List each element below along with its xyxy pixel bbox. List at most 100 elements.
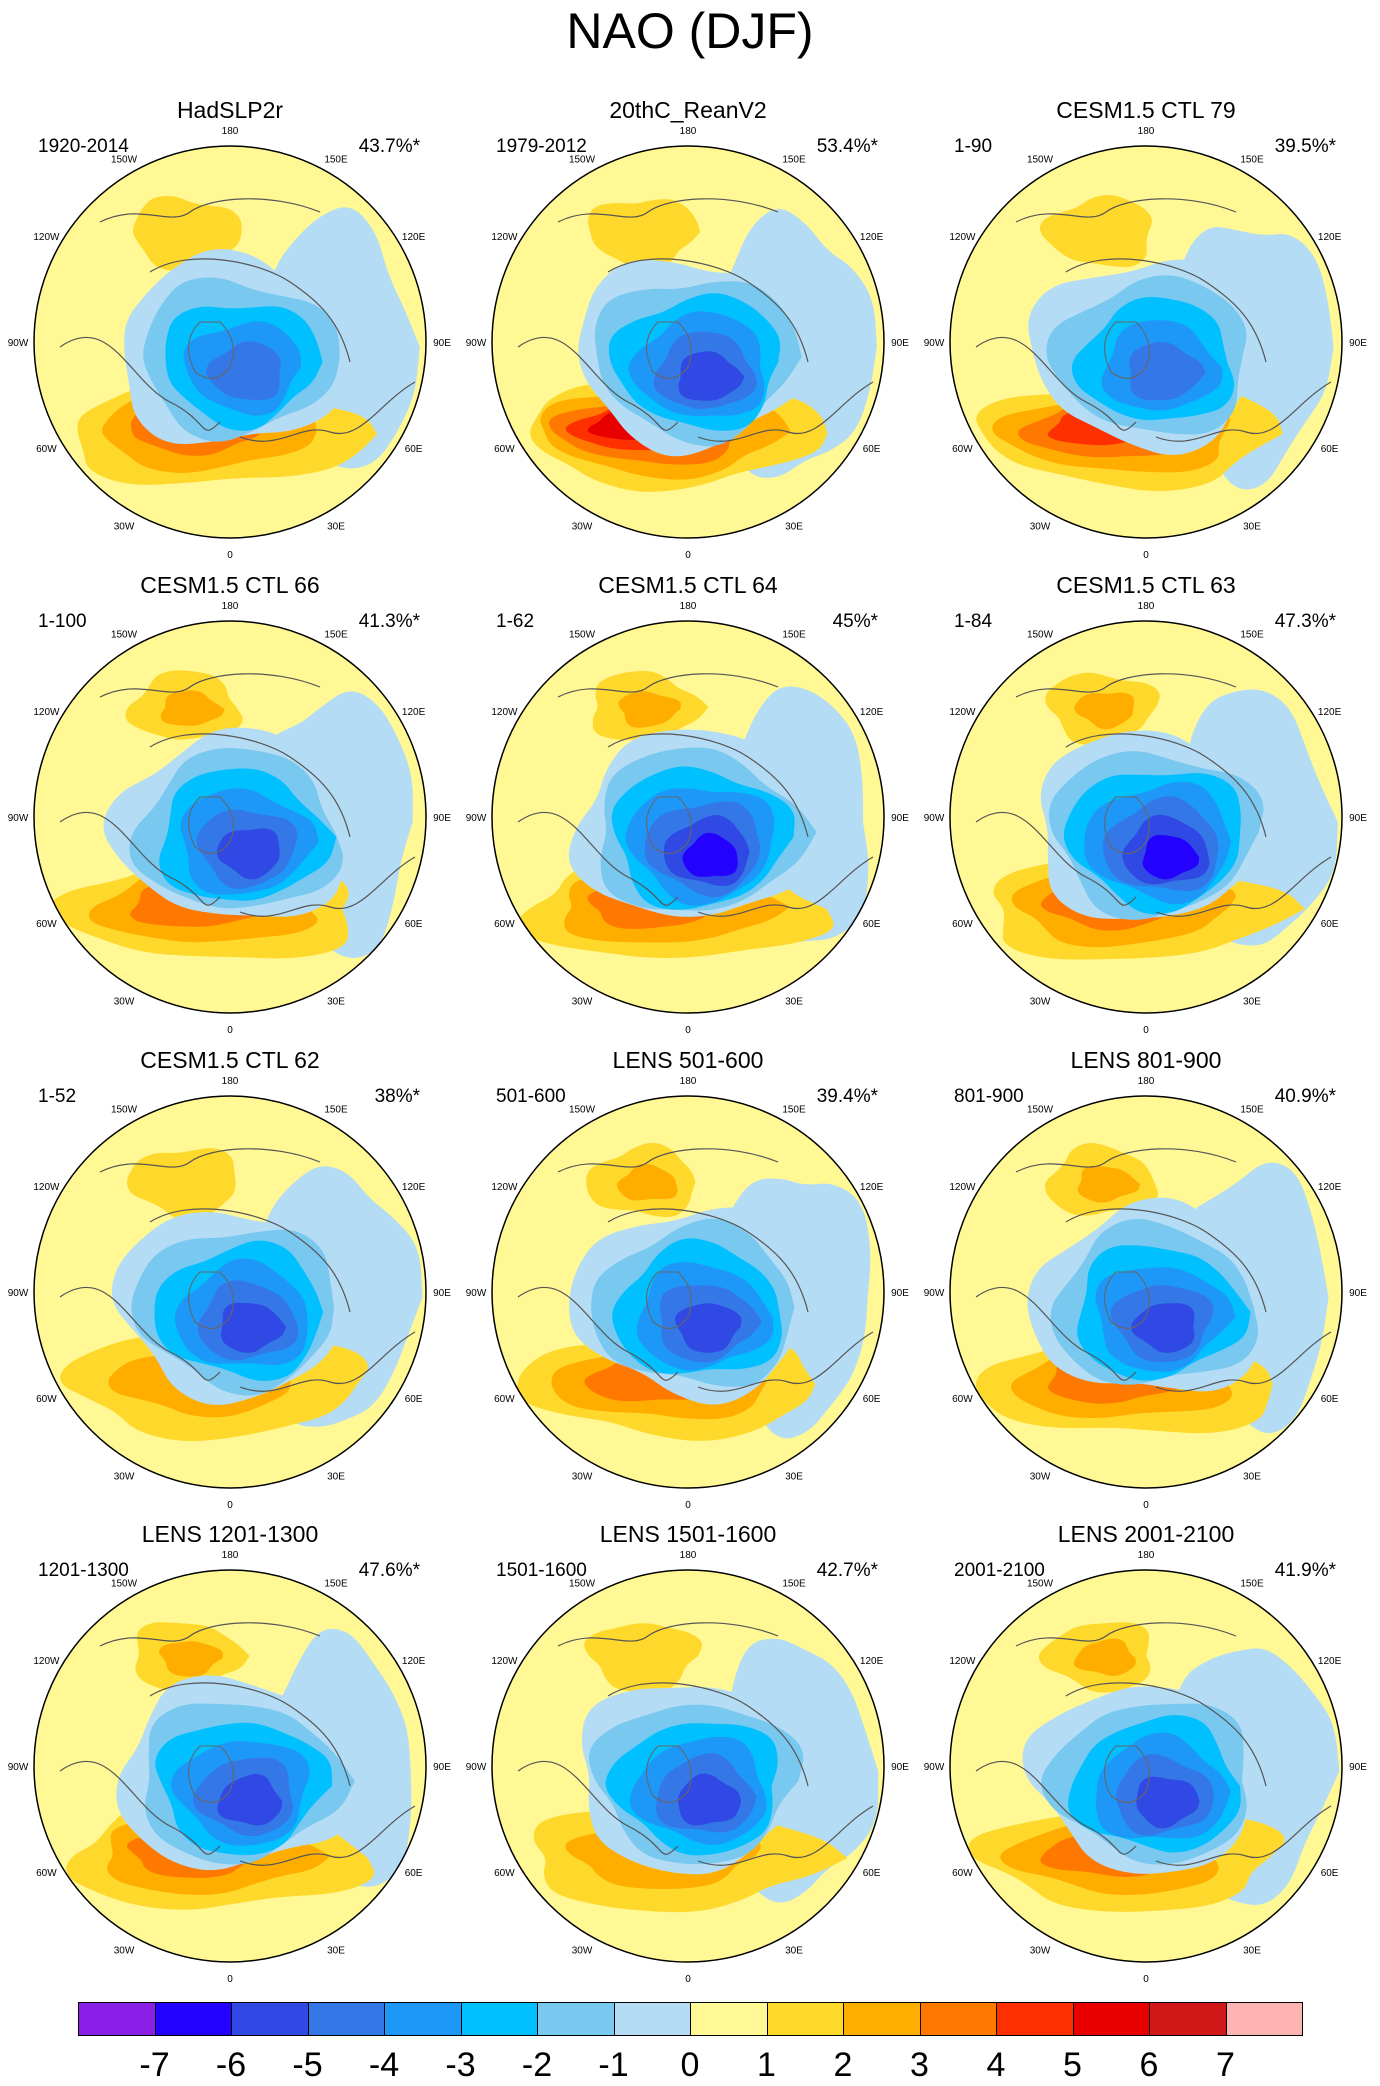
coastline: [607, 1682, 809, 1787]
panel-title: CESM1.5 CTL 79: [1056, 97, 1236, 123]
longitude-label: 180: [1138, 126, 1155, 137]
longitude-label: 120W: [949, 1656, 976, 1667]
polar-map: 180 150E 120E 90E 60E 30E 0 30W 60W 90W 120W 150W: [466, 1076, 910, 1511]
contour-neg-arctic-6: [678, 351, 745, 401]
coastline: [1015, 198, 1237, 223]
map-border: [33, 1095, 427, 1489]
coastline: [1065, 258, 1267, 363]
longitude-label: 90E: [1349, 1762, 1367, 1773]
colorbar-tick-label: -1: [598, 2046, 629, 2084]
longitude-label: 150W: [1027, 1104, 1054, 1115]
panel-title: LENS 1501-1600: [599, 1521, 777, 1547]
longitude-label: 180: [1138, 1076, 1155, 1087]
coastline: [697, 1805, 874, 1866]
colorbar-swatch: [460, 2002, 538, 2036]
panel-years: 1-84: [954, 611, 993, 632]
coastline: [149, 258, 351, 363]
coastline: [1015, 1148, 1237, 1173]
longitude-label: 60W: [494, 919, 515, 930]
longitude-label: 180: [680, 1076, 697, 1087]
longitude-label: 150W: [569, 154, 596, 165]
panel-years: 1920-2014: [38, 136, 129, 157]
coastline: [607, 1208, 809, 1313]
contour-pos-pacific: [127, 1148, 236, 1222]
coastline: [607, 258, 809, 363]
longitude-label: 60W: [36, 1868, 57, 1879]
coastline-greenland: [646, 796, 692, 854]
longitude-label: 60E: [863, 1868, 881, 1879]
contour-pos-pacific-2: [160, 690, 225, 726]
map-panel: 180 150E 120E 90E 60E 30E 0 30W 60W 90W 120W 150W LE…: [0, 1521, 460, 1998]
coastline: [697, 381, 874, 442]
coastline-greenland: [1104, 321, 1150, 379]
longitude-label: 0: [685, 1974, 691, 1985]
longitude-label: 180: [1138, 1550, 1155, 1561]
coastline: [975, 1286, 1137, 1381]
longitude-label: 180: [222, 601, 239, 612]
colorbar-tick-label: 1: [757, 2046, 776, 2084]
longitude-label: 150W: [111, 629, 138, 640]
longitude-label: 30E: [785, 1946, 803, 1957]
longitude-label: 120E: [1318, 1182, 1342, 1193]
map-panel: 180 150E 120E 90E 60E 30E 0 30W 60W 90W 120W 150W CE…: [0, 572, 460, 1049]
coastline-greenland: [188, 1745, 234, 1803]
longitude-label: 180: [222, 126, 239, 137]
coastline-greenland: [646, 1745, 692, 1803]
coastline: [975, 811, 1137, 906]
longitude-label: 120E: [1318, 232, 1342, 243]
colorbar-swatch: [1225, 2002, 1303, 2036]
longitude-label: 180: [222, 1076, 239, 1087]
longitude-label: 150E: [1240, 154, 1264, 165]
panel-variance: 41.9%*: [1274, 1560, 1336, 1581]
contour-pos-pacific: [588, 199, 701, 272]
longitude-label: 120W: [33, 707, 60, 718]
longitude-label: 30E: [327, 522, 345, 533]
longitude-label: 60E: [1321, 1868, 1339, 1879]
panel-title: LENS 1201-1300: [141, 1521, 319, 1547]
longitude-label: 120W: [491, 1182, 518, 1193]
coastline: [697, 1331, 874, 1392]
panel-variance: 42.7%*: [816, 1560, 878, 1581]
coastline: [99, 198, 321, 223]
map-border: [949, 1095, 1343, 1489]
polar-map: 180 150E 120E 90E 60E 30E 0 30W 60W 90W 120W 150W: [8, 126, 452, 561]
longitude-label: 60E: [405, 444, 423, 455]
longitude-label: 30E: [1243, 997, 1261, 1008]
colorbar-tick-label: 5: [1063, 2046, 1082, 2084]
longitude-label: 150E: [324, 1578, 348, 1589]
coastline: [149, 1208, 351, 1313]
colorbar-swatch: [307, 2002, 385, 2036]
longitude-label: 60E: [405, 1868, 423, 1879]
coastline: [239, 1331, 416, 1392]
polar-map: 180 150E 120E 90E 60E 30E 0 30W 60W 90W 120W 150W: [924, 601, 1368, 1036]
longitude-label: 30W: [114, 997, 135, 1008]
longitude-label: 30W: [114, 1472, 135, 1483]
coastline-greenland: [646, 321, 692, 379]
longitude-label: 30E: [327, 1946, 345, 1957]
coastline: [1155, 381, 1332, 442]
contour-neg-arctic-6: [216, 828, 280, 880]
colorbar-swatch: [613, 2002, 691, 2036]
panel-variance: 41.3%*: [358, 611, 420, 632]
contour-neg-arctic-6: [678, 1773, 742, 1826]
coastline-greenland: [1104, 1271, 1150, 1329]
contour-pos-pacific-2: [616, 1163, 678, 1201]
coastline-greenland: [646, 1271, 692, 1329]
longitude-label: 90E: [433, 813, 451, 824]
contour-pos-pacific-2: [1073, 1638, 1136, 1676]
colorbar-swatch: [690, 2002, 768, 2036]
map-border: [33, 1569, 427, 1963]
longitude-label: 180: [1138, 601, 1155, 612]
colorbar-tick-label: -4: [368, 2046, 400, 2084]
coastline: [239, 381, 416, 442]
colorbar-tick-label: 6: [1139, 2046, 1159, 2084]
colorbar-swatch: [919, 2002, 997, 2036]
longitude-label: 150W: [111, 1578, 138, 1589]
longitude-label: 150W: [111, 1104, 138, 1115]
coastline: [1065, 1208, 1267, 1313]
coastline-greenland: [1104, 1745, 1150, 1803]
contour-pos-pacific: [584, 1623, 702, 1693]
longitude-label: 60E: [1321, 1394, 1339, 1405]
coastline: [557, 673, 779, 698]
longitude-label: 60E: [1321, 919, 1339, 930]
